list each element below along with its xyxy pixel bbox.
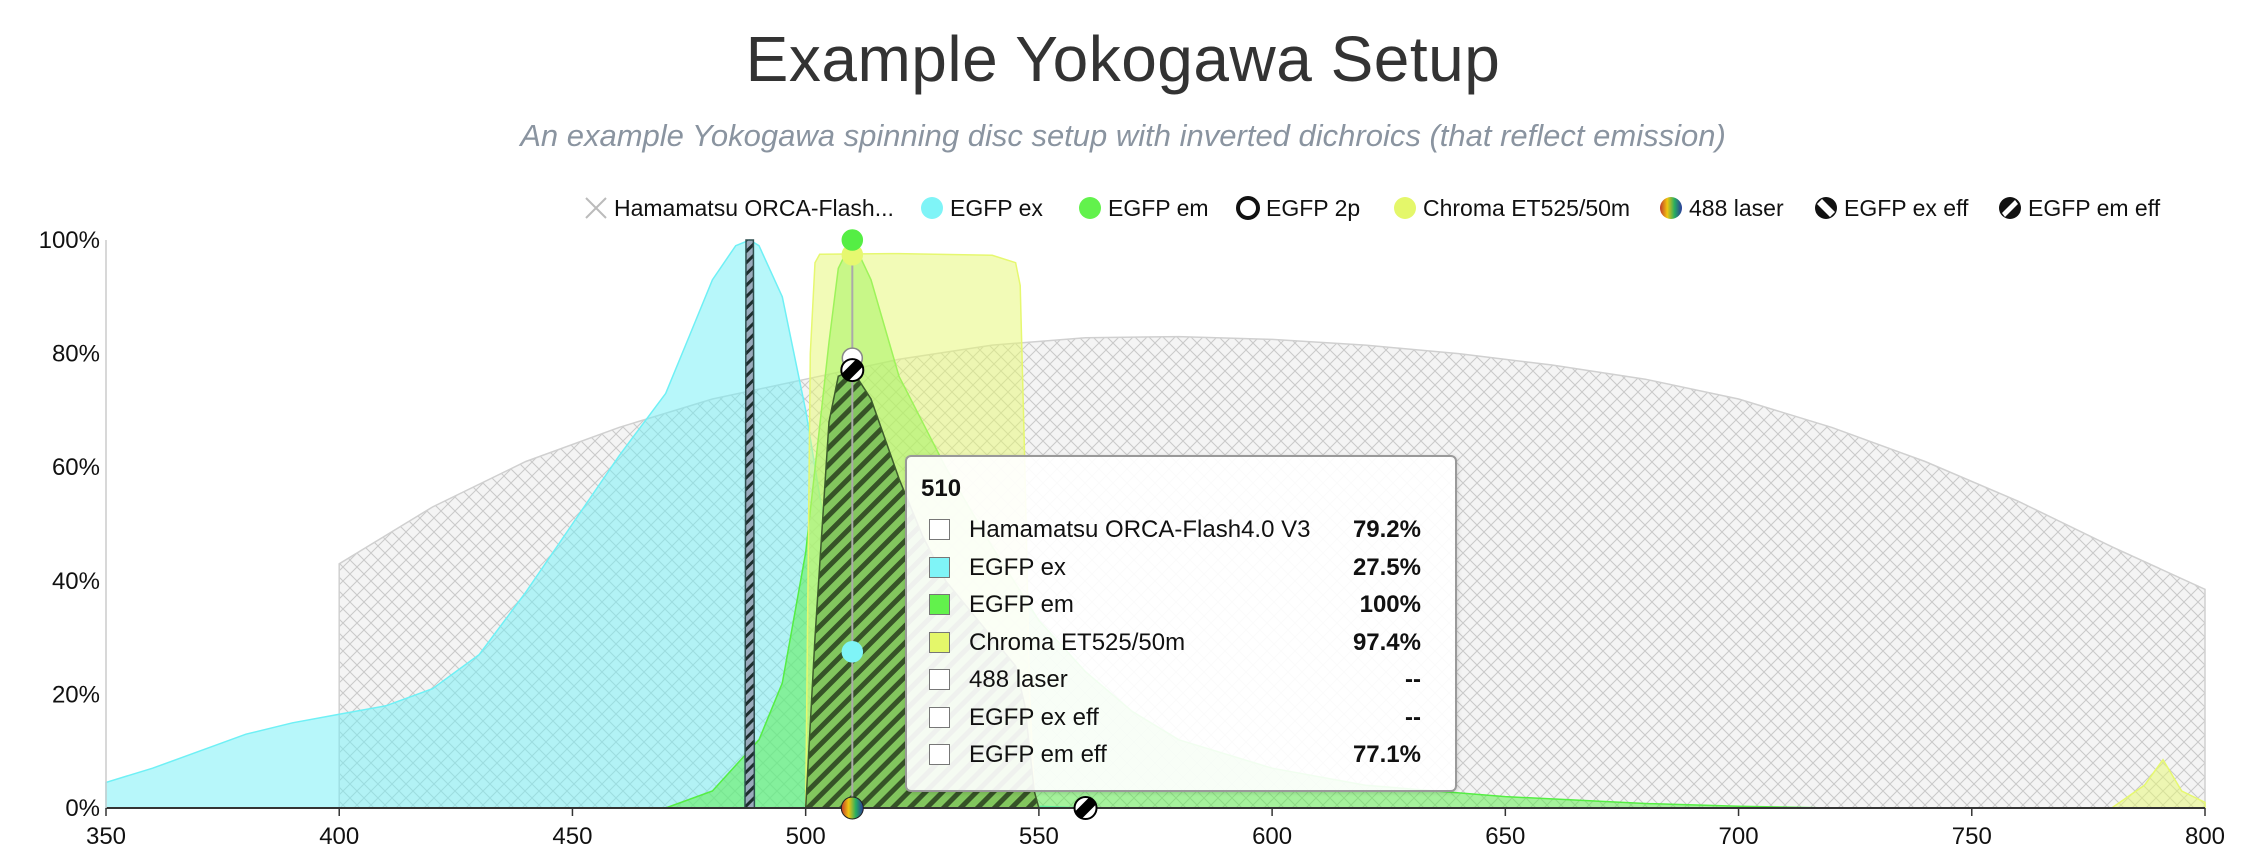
tooltip-series-name: 488 laser (969, 666, 1068, 693)
legend-label: Chroma ET525/50m (1423, 195, 1630, 221)
chart-title: Example Yokogawa Setup (745, 23, 1501, 95)
tooltip-series-name: Hamamatsu ORCA-Flash4.0 V3 (969, 516, 1311, 543)
series-area-488-laser[interactable] (744, 239, 756, 809)
tooltip-row-hamamatsu-orca-flash4-0-v3: Hamamatsu ORCA-Flash4.0 V3 79.2% (921, 513, 1441, 547)
legend-label: EGFP ex eff (1844, 195, 1969, 221)
y-tick-label: 60% (52, 454, 100, 481)
x-tick-label: 350 (86, 823, 126, 850)
hatched-dot-icon (1815, 197, 1837, 219)
legend-item-egfp-ex-eff[interactable]: EGFP ex eff (1815, 195, 1969, 221)
legend-item-488-laser[interactable]: 488 laser (1660, 195, 1784, 221)
tooltip-series-name: EGFP ex eff (969, 703, 1099, 731)
x-tick-label: 450 (552, 823, 592, 850)
y-tick-label: 100% (39, 227, 100, 254)
legend-item-hamamatsu-orca-flash[interactable]: Hamamatsu ORCA-Flash... (585, 195, 894, 221)
tooltip-series-name: EGFP em (969, 591, 1074, 618)
legend-item-chroma-et525-50m[interactable]: Chroma ET525/50m (1394, 195, 1630, 221)
y-tick-label: 0% (65, 795, 100, 822)
marker-egfp-em-eff (840, 358, 865, 383)
swatch-icon (929, 556, 950, 578)
legend-label: EGFP em eff (2028, 195, 2161, 221)
marker-488-laser (840, 796, 864, 820)
swatch-icon (929, 519, 950, 540)
x-tick-label: 600 (1252, 823, 1292, 850)
tooltip: 510 Hamamatsu ORCA-Flash4.0 V3 79.2% EGFP … (905, 455, 1457, 792)
y-tick-label: 80% (52, 341, 100, 368)
y-tick-label: 20% (52, 681, 100, 708)
legend-item-egfp-em[interactable]: EGFP em (1079, 195, 1209, 221)
ring-icon (1236, 196, 1260, 220)
x-tick-label: 700 (1719, 823, 1759, 850)
crosshatch-icon (585, 197, 607, 219)
legend-label: EGFP em (1108, 195, 1209, 221)
chart-subtitle: An example Yokogawa spinning disc setup … (520, 118, 1726, 153)
tooltip-series-value: -- (1405, 703, 1421, 731)
tooltip-series-value: 79.2% (1352, 516, 1421, 543)
hatched-dot-icon (1999, 197, 2021, 219)
marker-egfp-ex (841, 641, 864, 663)
tooltip-series-name: EGFP ex (969, 553, 1066, 581)
x-tick-label: 500 (786, 823, 826, 850)
swatch-icon (929, 706, 950, 728)
tooltip-series-name: Chroma ET525/50m (969, 628, 1186, 656)
legend-item-egfp-em-eff[interactable]: EGFP em eff (1999, 195, 2161, 221)
tooltip-row-egfp-em: EGFP em 100% (921, 588, 1441, 622)
tooltip-series-name: EGFP em eff (969, 741, 1107, 768)
tooltip-row-488-laser: 488 laser -- (921, 663, 1441, 697)
tooltip-series-value: 100% (1359, 591, 1421, 618)
dot-icon (1079, 197, 1101, 219)
tooltip-series-value: -- (1405, 666, 1421, 693)
x-tick-label: 800 (2185, 823, 2225, 850)
tooltip-series-value: 97.4% (1352, 628, 1421, 656)
hover-markers (840, 229, 1098, 820)
tooltip-series-value: 27.5% (1352, 553, 1421, 581)
x-tick-label: 650 (1485, 823, 1525, 850)
x-tick-label: 400 (319, 823, 359, 850)
swatch-icon (929, 631, 950, 653)
rainbow-dot-icon (1660, 197, 1682, 219)
legend-label: Hamamatsu ORCA-Flash... (614, 195, 894, 221)
dot-icon (1394, 197, 1416, 219)
tooltip-series-value: 77.1% (1352, 741, 1421, 768)
legend-item-egfp-ex[interactable]: EGFP ex (921, 195, 1043, 221)
tooltip-wavelength: 510 (921, 475, 962, 502)
tooltip-row-egfp-em-eff: EGFP em eff 77.1% (921, 738, 1441, 772)
legend-label: EGFP 2p (1266, 195, 1360, 221)
y-tick-label: 40% (52, 568, 100, 595)
swatch-icon (929, 594, 950, 615)
legend-label: 488 laser (1689, 195, 1784, 221)
marker-egfp-em (841, 229, 864, 251)
swatch-icon (929, 669, 950, 690)
marker-egfp-ex-eff (1073, 796, 1098, 820)
axes: 350 400 450 500 550 600 650 700 750 800 0% 20% 40% 60… (39, 227, 2225, 850)
tooltip-row-egfp-ex-eff: EGFP ex eff -- (921, 701, 1441, 735)
x-tick-label: 750 (1952, 823, 1992, 850)
legend-item-egfp-2p[interactable]: EGFP 2p (1236, 195, 1360, 221)
legend: Hamamatsu ORCA-Flash... EGFP ex EGFP em EGF… (585, 195, 2161, 221)
x-tick-label: 550 (1019, 823, 1059, 850)
tooltip-row-chroma-et525-50m: Chroma ET525/50m 97.4% (921, 626, 1441, 660)
legend-label: EGFP ex (950, 195, 1043, 221)
tooltip-row-egfp-ex: EGFP ex 27.5% (921, 551, 1441, 585)
dot-icon (921, 197, 943, 219)
swatch-icon (929, 744, 950, 765)
